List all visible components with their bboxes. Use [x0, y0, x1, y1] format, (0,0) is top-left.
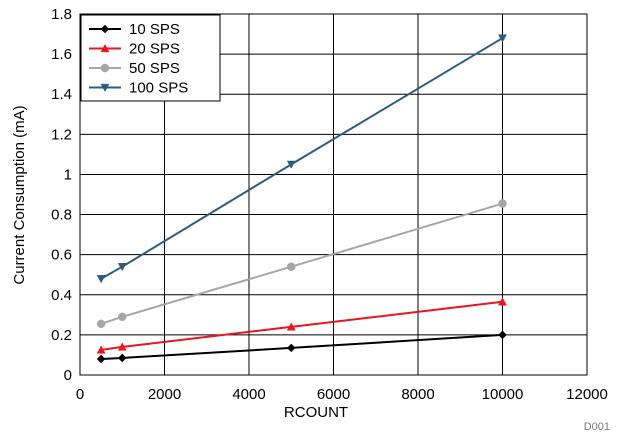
x-tick-label: 4000 [232, 386, 265, 403]
x-tick-label: 6000 [317, 386, 350, 403]
data-point [286, 343, 296, 353]
figure-id-label: D001 [584, 421, 610, 433]
x-tick-label: 2000 [148, 386, 181, 403]
legend-label: 20 SPS [129, 41, 180, 58]
legend-marker [100, 83, 110, 93]
y-tick-label: 1.8 [51, 6, 72, 23]
data-point [498, 330, 507, 340]
legend-item: 50 SPS [89, 60, 180, 77]
legend-label: 100 SPS [129, 80, 188, 97]
data-point [117, 342, 127, 351]
data-point [498, 34, 507, 43]
data-point [498, 297, 507, 306]
x-axis-ticks: 0 2000 4000 6000 8000 10000 12000 [76, 386, 608, 403]
y-tick-label: 1 [64, 166, 72, 183]
y-tick-label: 1.4 [51, 86, 72, 103]
legend-marker [100, 24, 110, 34]
series-layer [96, 34, 507, 364]
legend-marker [100, 43, 110, 53]
legend-marker [100, 63, 110, 73]
series-50-sps [96, 199, 507, 329]
data-point [96, 319, 106, 329]
y-tick-label: 1.2 [51, 126, 72, 143]
series-line [100, 300, 503, 351]
legend-item: 20 SPS [89, 41, 180, 58]
plot-frame [79, 13, 588, 376]
data-point [96, 345, 106, 354]
data-point [96, 354, 106, 364]
data-point [498, 199, 507, 208]
data-point [286, 322, 296, 331]
y-tick-label: 0.4 [51, 287, 72, 304]
x-tick-label: 10000 [482, 386, 524, 403]
y-tick-label: 0.8 [51, 207, 72, 224]
y-axis-ticks: 0 0.2 0.4 0.6 0.8 1 1.2 1.4 1.6 1.8 [51, 6, 72, 384]
y-tick-label: 0 [64, 367, 72, 384]
series-20-sps [96, 297, 507, 354]
x-tick-label: 8000 [401, 386, 434, 403]
series-line [100, 37, 504, 280]
legend: 10 SPS 20 SPS 50 SPS 100 SPS [80, 14, 221, 102]
data-point [117, 263, 127, 272]
x-axis-title: RCOUNT [284, 404, 348, 421]
series-10-sps [96, 330, 507, 364]
data-point [118, 312, 127, 322]
legend-item: 100 SPS [89, 80, 188, 97]
y-tick-label: 1.6 [51, 46, 72, 63]
series-100-sps [96, 34, 507, 284]
legend-item: 10 SPS [89, 21, 180, 38]
y-tick-label: 0.6 [51, 247, 72, 264]
legend-label: 50 SPS [129, 60, 180, 77]
data-point [286, 160, 296, 169]
series-line [101, 333, 503, 360]
data-point [117, 353, 127, 363]
legend-label: 10 SPS [129, 21, 180, 38]
x-tick-label: 0 [76, 386, 84, 403]
data-point [96, 275, 106, 284]
y-tick-label: 0.2 [51, 327, 72, 344]
series-line [100, 202, 503, 325]
y-axis-title: Current Consumption (mA) [11, 105, 28, 284]
data-point [287, 262, 296, 271]
x-tick-label: 12000 [566, 386, 608, 403]
